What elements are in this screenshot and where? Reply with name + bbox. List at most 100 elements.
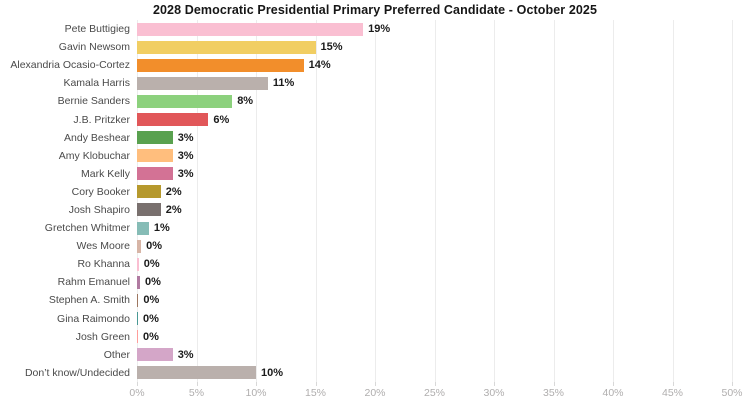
gridline: [732, 20, 733, 382]
bar-track: 11%: [137, 76, 732, 90]
category-label: Cory Booker: [71, 185, 130, 198]
bar-track: 1%: [137, 221, 732, 235]
bar-track: 15%: [137, 40, 732, 54]
bar-row: Gina Raimondo 0%: [0, 310, 750, 328]
bar: [137, 22, 364, 36]
axis-tick-label: 35%: [542, 387, 564, 399]
value-label: 3%: [177, 131, 194, 144]
bar-track: 2%: [137, 203, 732, 217]
bar: [137, 348, 173, 362]
category-label: Amy Klobuchar: [58, 149, 130, 162]
bar-row: Other 3%: [0, 346, 750, 364]
category-label: Other: [103, 348, 130, 361]
chart-title: 2028 Democratic Presidential Primary Pre…: [152, 3, 598, 17]
bar-row: Gretchen Whitmer 1%: [0, 219, 750, 237]
bar-track: 8%: [137, 94, 732, 108]
category-label: Gina Raimondo: [57, 312, 130, 325]
value-label: 0%: [146, 240, 163, 253]
bar-row: Gavin Newsom 15%: [0, 38, 750, 56]
value-label: 2%: [165, 185, 182, 198]
category-label: Ro Khanna: [77, 258, 130, 271]
bar: [137, 330, 138, 344]
axis-tick: [494, 382, 495, 386]
axis-tick: [613, 382, 614, 386]
bar-row: Cory Booker 2%: [0, 183, 750, 201]
bar-row: Josh Green 0%: [0, 328, 750, 346]
bar-track: 6%: [137, 113, 732, 127]
category-label: Rahm Emanuel: [57, 276, 130, 289]
bar-row: Rahm Emanuel 0%: [0, 273, 750, 291]
bar-row: Josh Shapiro 2%: [0, 201, 750, 219]
bar-row: Kamala Harris 11%: [0, 74, 750, 92]
gridline: [494, 20, 495, 382]
bar-row: Don’t know/Undecided 10%: [0, 364, 750, 382]
bar-row: Mark Kelly 3%: [0, 165, 750, 183]
axis-tick-label: 45%: [661, 387, 683, 399]
bar-track: 14%: [137, 58, 732, 72]
bar-row: Stephen A. Smith 0%: [0, 291, 750, 309]
axis-tick: [434, 382, 436, 386]
bar-track: 0%: [137, 330, 732, 344]
category-label: Stephen A. Smith: [48, 294, 130, 307]
value-label: 3%: [177, 149, 194, 162]
value-label: 8%: [237, 95, 254, 108]
axis-tick-label: 0%: [129, 387, 145, 399]
gridline: [315, 20, 317, 382]
bar: [137, 76, 268, 90]
bar-row: Alexandria Ocasio-Cortez 14%: [0, 56, 750, 74]
category-label: Alexandria Ocasio-Cortez: [10, 59, 130, 72]
axis-tick: [196, 382, 198, 386]
gridline: [613, 20, 614, 382]
value-label: 6%: [213, 113, 230, 126]
bar: [137, 58, 304, 72]
value-label: 19%: [368, 23, 391, 36]
value-label: 14%: [308, 59, 331, 72]
value-label: 2%: [165, 203, 182, 216]
bar: [137, 293, 139, 307]
bar-track: 19%: [137, 22, 732, 36]
plot-area: Pete Buttigieg 19% Gavin Newsom 15% Alexandr…: [0, 20, 750, 382]
bar: [137, 312, 138, 326]
category-label: J.B. Pritzker: [73, 113, 130, 126]
category-label: Wes Moore: [76, 240, 131, 253]
axis-tick-label: 30%: [483, 387, 505, 399]
bar: [137, 239, 142, 253]
axis-tick: [137, 382, 138, 386]
bar: [137, 149, 173, 163]
bar-track: 0%: [137, 312, 732, 326]
bar: [137, 221, 149, 235]
bar-track: 10%: [137, 366, 732, 380]
category-label: Bernie Sanders: [57, 95, 130, 108]
bar-track: 3%: [137, 149, 732, 163]
value-label: 0%: [143, 330, 159, 343]
value-label: 11%: [272, 77, 295, 90]
category-label: Josh Green: [75, 330, 130, 343]
category-label: Mark Kelly: [80, 167, 130, 180]
axis-tick-label: 25%: [423, 387, 445, 399]
axis-tick-label: 10%: [245, 387, 267, 399]
axis-tick: [315, 382, 317, 386]
axis-tick: [732, 382, 733, 386]
bar: [137, 185, 161, 199]
bar-row: Andy Beshear 3%: [0, 129, 750, 147]
bar-row: Ro Khanna 0%: [0, 255, 750, 273]
value-label: 3%: [177, 167, 194, 180]
bar-row: J.B. Pritzker 6%: [0, 110, 750, 128]
axis-tick-label: 5%: [188, 387, 205, 399]
axis-tick-label: 40%: [602, 387, 624, 399]
category-label: Gretchen Whitmer: [44, 222, 130, 235]
gridline: [375, 20, 376, 382]
bar-track: 0%: [137, 293, 732, 307]
bar-track: 0%: [137, 239, 732, 253]
gridlines: [137, 20, 733, 382]
axis-tick-label: 50%: [721, 387, 743, 399]
bar: [137, 131, 173, 145]
value-label: 3%: [177, 348, 194, 361]
axis-tick: [672, 382, 674, 386]
value-label: 0%: [144, 276, 161, 289]
bar-rows: Pete Buttigieg 19% Gavin Newsom 15% Alexandr…: [0, 20, 750, 382]
value-label: 0%: [143, 294, 160, 307]
gridline: [196, 20, 198, 382]
value-label: 10%: [261, 366, 284, 379]
